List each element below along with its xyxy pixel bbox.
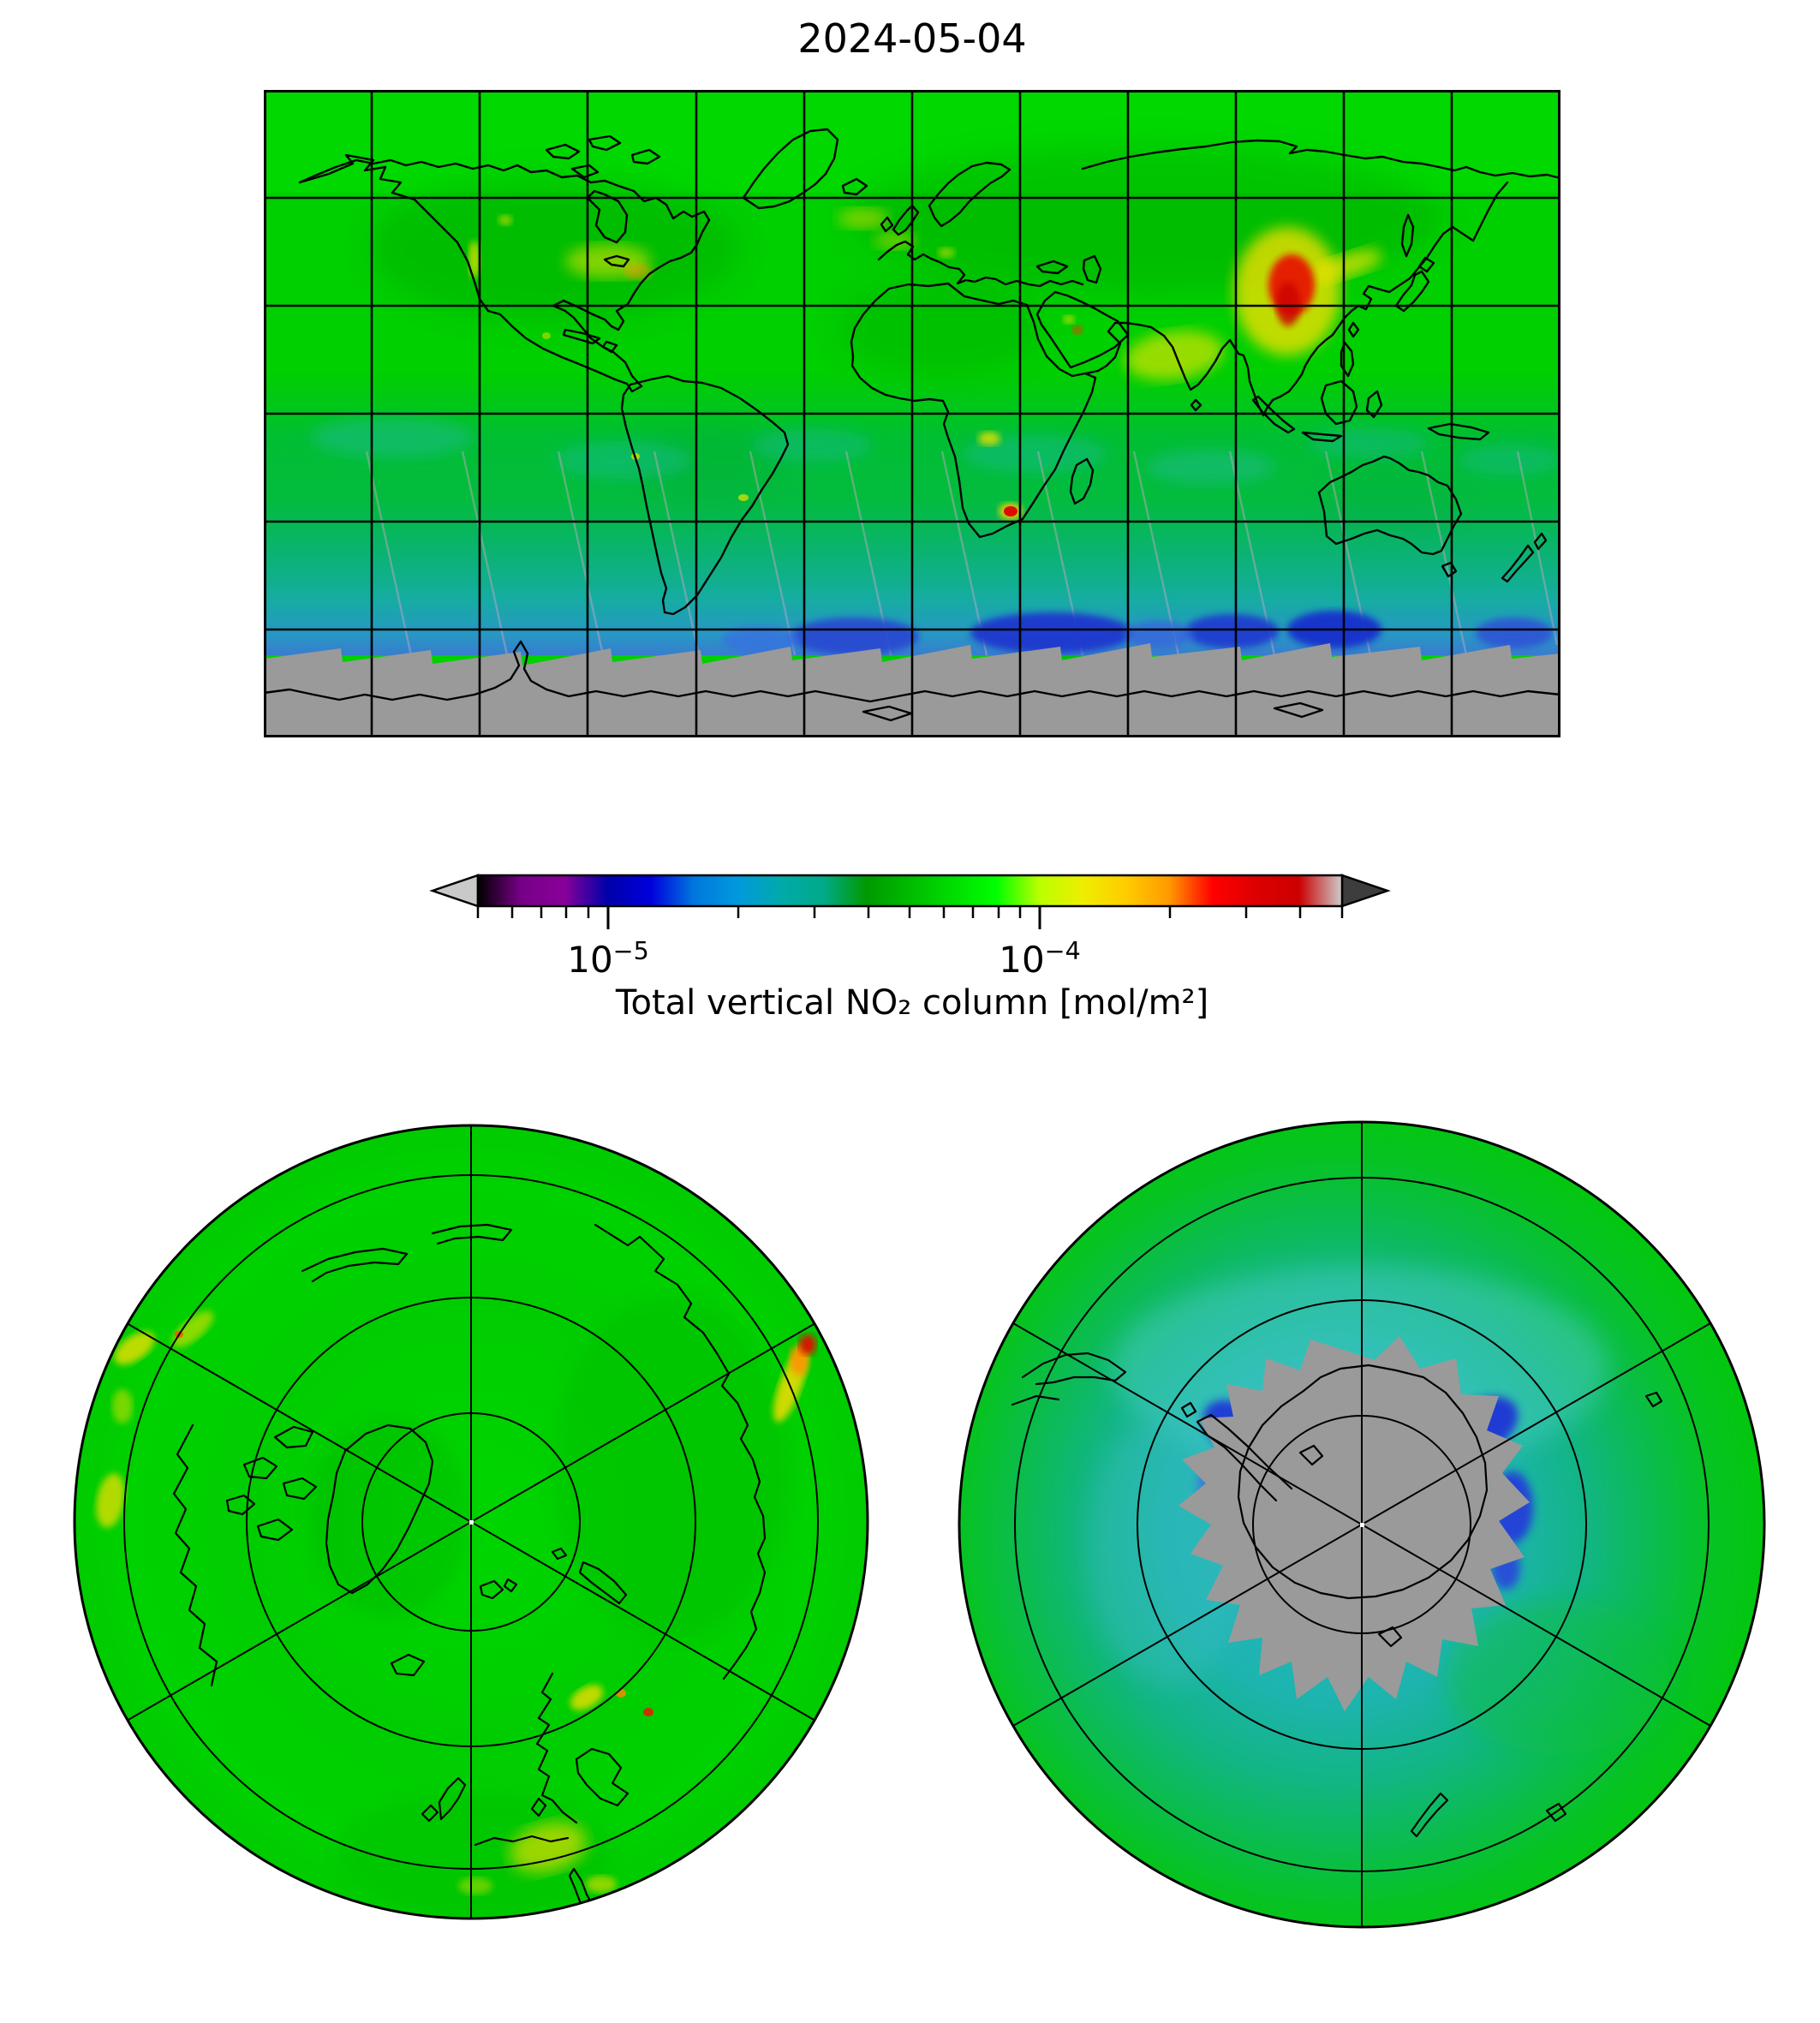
north-polar-panel [73,1124,869,1920]
colorbar-gradient-bar [476,874,1344,908]
south-polar-panel [958,1120,1766,1929]
global-map-panel [264,90,1560,737]
pole-point [469,1520,474,1525]
tick1-base: 10 [567,939,613,981]
colorbar-tick-label-1e-4: 10−4 [946,936,1134,981]
tick2-exponent: −4 [1044,936,1081,965]
emission-hotspots [468,208,1382,520]
figure-title: 2024-05-04 [797,15,1027,62]
antarctica-no-data-polar [1179,1336,1530,1711]
colorbar [429,874,1391,929]
north-polar-hotspots [96,1310,816,1895]
colorbar-major-ticks [606,906,1041,929]
south-polar-raster [959,1122,1764,1927]
north-polar-coastlines [172,1223,767,1915]
south-polar-coastlines [1011,1352,1663,1838]
colorbar-under-arrow [429,874,480,908]
colorbar-over-arrow [1340,874,1391,908]
tick2-base: 10 [999,939,1045,981]
north-polar-raster [75,1125,868,1919]
global-map-raster [264,90,1560,737]
south-polar-border [958,1120,1766,1929]
pole-point-south [1360,1523,1364,1527]
north-polar-border [73,1124,869,1920]
map-border [264,90,1560,737]
world-coastlines [298,128,1560,616]
tick1-exponent: −5 [612,936,649,965]
colorbar-axis-label: Total vertical NO₂ column [mol/m²] [615,983,1209,1023]
colorbar-tick-label-1e-5: 10−5 [514,936,702,981]
colorbar-minor-ticks [476,906,1344,918]
graticule [264,90,1560,737]
